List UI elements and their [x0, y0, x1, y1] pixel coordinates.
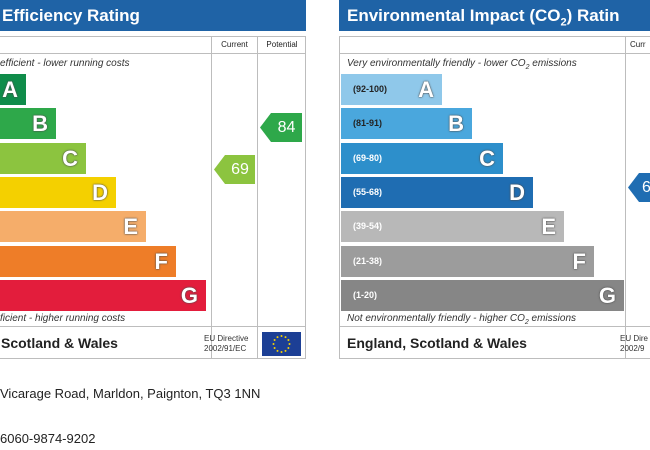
- current-column-header: Current: [221, 40, 248, 49]
- environmental-impact-panel: Environmental Impact (CO2) Ratin Curr Ve…: [339, 0, 650, 360]
- environment-band-letter: C: [479, 145, 495, 171]
- energy-band-e: E: [0, 211, 146, 243]
- environment-bottom-note: Not environmentally friendly - higher CO…: [347, 313, 577, 326]
- environment-band-letter: D: [509, 179, 525, 205]
- environment-band-letter: G: [598, 282, 616, 308]
- environment-band-a: (92-100) A: [341, 74, 442, 105]
- environment-band-letter: B: [448, 111, 464, 137]
- energy-band-letter: A: [2, 77, 18, 102]
- environment-band-g: (1-20) G: [341, 279, 624, 311]
- environment-chart-frame: Curr Very environmentally friendly - low…: [339, 36, 650, 359]
- energy-current-rating: 69: [214, 155, 255, 184]
- energy-band-b: B: [0, 108, 56, 140]
- environment-band-letter: E: [541, 214, 556, 240]
- energy-band-letter: F: [154, 248, 168, 274]
- energy-band-c: C: [0, 142, 86, 174]
- environment-region-label: England, Scotland & Wales: [347, 335, 527, 351]
- energy-chart-frame: Current Potential efficient - lower runn…: [0, 36, 306, 359]
- environment-band-range: (92-100): [353, 84, 388, 94]
- eu-flag-icon: [262, 332, 301, 356]
- energy-band-f: F: [0, 245, 176, 277]
- environment-current-rating: 6: [628, 173, 650, 202]
- environment-band-letter: F: [572, 248, 586, 274]
- energy-region-label: Scotland & Wales: [1, 335, 118, 351]
- environment-band-range: (1-20): [353, 289, 378, 300]
- environment-panel-title: Environmental Impact (CO2) Ratin: [339, 0, 650, 31]
- property-address: Vicarage Road, Marldon, Paignton, TQ3 1N…: [0, 386, 261, 401]
- energy-panel-title: Efficiency Rating: [0, 0, 306, 31]
- energy-band-a: A: [0, 74, 26, 105]
- energy-efficiency-panel: Efficiency Rating Current Potential effi…: [0, 0, 306, 360]
- environment-band-f: (21-38) F: [341, 245, 594, 277]
- potential-column-header: Potential: [266, 40, 298, 49]
- environment-band-range: (39-54): [353, 221, 383, 232]
- energy-bottom-note: ficient - higher running costs: [0, 313, 126, 324]
- energy-top-note: efficient - lower running costs: [0, 58, 130, 69]
- energy-band-letter: G: [180, 282, 198, 308]
- energy-band-letter: D: [92, 179, 108, 205]
- environment-band-e: (39-54) E: [341, 211, 564, 243]
- energy-potential-rating: 84: [260, 113, 302, 142]
- environment-band-range: (69-80): [353, 152, 383, 163]
- environment-band-range: (55-68): [353, 186, 383, 197]
- environment-band-b: (81-91) B: [341, 108, 472, 140]
- environment-band-letter: A: [418, 77, 434, 102]
- environment-band-range: (21-38): [353, 255, 383, 266]
- report-reference-number: 6060-9874-9202: [0, 431, 96, 446]
- energy-band-d: D: [0, 176, 116, 208]
- environment-eu-directive: EU Dire 2002/9: [620, 334, 649, 353]
- environment-top-note: Very environmentally friendly - lower CO…: [347, 58, 577, 71]
- energy-band-letter: E: [123, 214, 138, 240]
- energy-band-letter: C: [62, 145, 78, 171]
- energy-band-g: G: [0, 279, 206, 311]
- environment-band-c: (69-80) C: [341, 142, 503, 174]
- energy-band-letter: B: [32, 111, 48, 137]
- energy-eu-directive: EU Directive 2002/91/EC: [204, 334, 249, 353]
- environment-band-range: (81-91): [353, 118, 383, 129]
- environment-current-column-header: Curr: [630, 40, 646, 49]
- environment-band-d: (55-68) D: [341, 176, 533, 208]
